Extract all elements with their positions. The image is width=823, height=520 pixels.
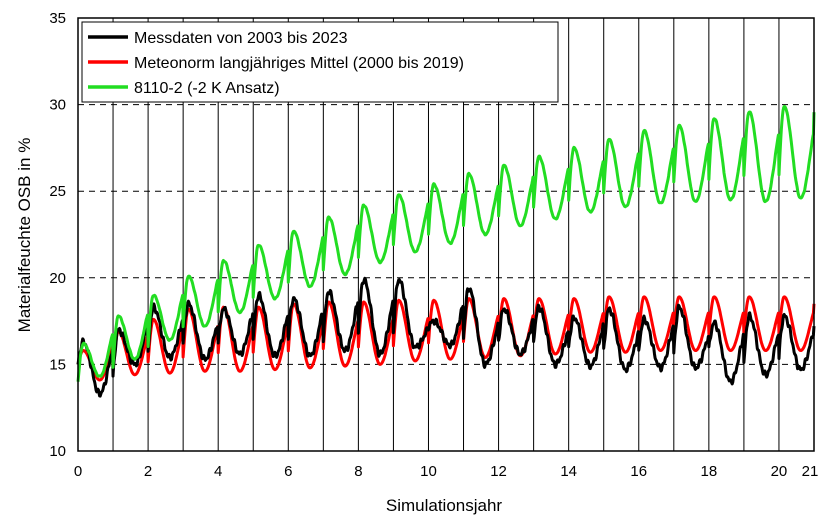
legend: Messdaten von 2003 bis 2023 Meteonorm la… [81,21,559,103]
x-tick-label-6: 6 [284,463,292,480]
x-tick-label-14: 14 [560,463,577,480]
x-axis-label: Simulationsjahr [386,496,503,515]
x-tick-label-2: 2 [144,463,152,480]
x-tick-label-10: 10 [420,463,437,480]
x-tick-label-16: 16 [630,463,647,480]
legend-label-messdaten: Messdaten von 2003 bis 2023 [134,30,348,47]
x-tick-label-20: 20 [771,463,788,480]
x-tick-label-0: 0 [74,463,82,480]
legend-box [81,21,559,103]
series-line-1 [76,295,816,382]
x-tick-label-12: 12 [490,463,507,480]
series-layer [76,105,816,398]
y-tick-label-25: 25 [49,183,66,200]
y-tick-label-20: 20 [49,270,66,287]
series-line-0 [76,276,816,398]
legend-label-meteonorm: Meteonorm langjähriges Mittel (2000 bis … [134,55,464,72]
y-tick-label-10: 10 [49,443,66,460]
y-tick-label-35: 35 [49,10,66,27]
y-tick-label-30: 30 [49,97,66,114]
x-tick-label-8: 8 [354,463,362,480]
y-tick-label-15: 15 [49,356,66,373]
legend-label-8110: 8110-2 (-2 K Ansatz) [134,80,280,97]
x-tick-label-18: 18 [701,463,718,480]
plot-frame [77,17,815,452]
tick-labels: 0 2 4 6 8 10 12 14 16 18 20 21 10 15 20 25 30 35 [49,10,818,480]
x-tick-label-4: 4 [214,463,222,480]
series-line-2 [76,105,816,382]
x-tick-label-21: 21 [802,463,819,480]
y-axis-label: Materialfeuchte OSB in % [15,138,34,333]
